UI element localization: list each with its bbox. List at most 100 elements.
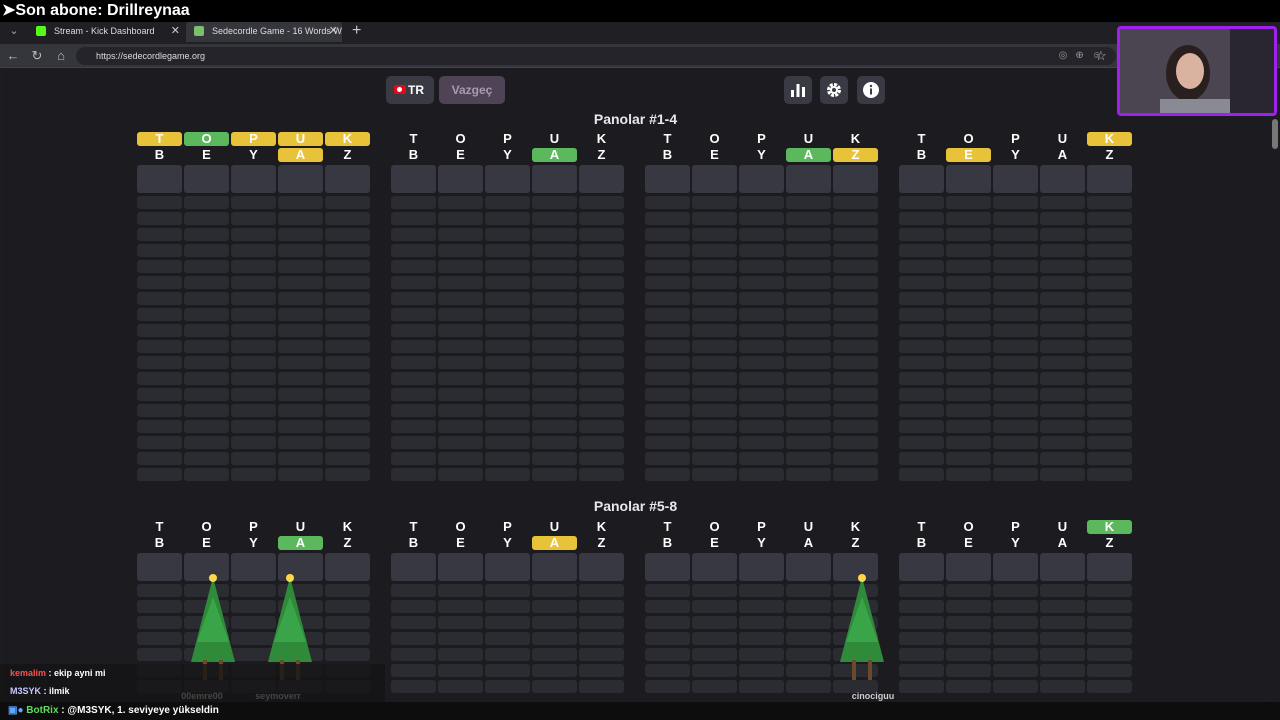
letter-tile: A (532, 148, 577, 162)
empty-row (391, 631, 626, 645)
empty-tile (532, 228, 577, 241)
empty-tile (1087, 436, 1132, 449)
empty-tile (184, 404, 229, 417)
language-button[interactable]: TR (386, 76, 434, 104)
empty-row (391, 259, 626, 273)
empty-row (645, 227, 880, 241)
back-icon[interactable]: ← (6, 48, 20, 63)
empty-tile (739, 196, 784, 209)
empty-row (899, 291, 1134, 305)
empty-tile (485, 404, 530, 417)
home-icon[interactable]: ⌂ (57, 48, 65, 63)
empty-tile (485, 276, 530, 289)
empty-tile (532, 404, 577, 417)
tab-stream-dashboard[interactable]: Stream - Kick Dashboard ✕ (28, 20, 184, 42)
empty-tile (833, 324, 878, 337)
letter-tile: P (1011, 519, 1020, 534)
empty-tile (485, 165, 530, 193)
empty-tile (438, 436, 483, 449)
empty-tile (645, 388, 690, 401)
empty-tile (993, 420, 1038, 433)
empty-row (391, 435, 626, 449)
settings-button[interactable] (820, 76, 848, 104)
empty-tile (1040, 228, 1085, 241)
info-button[interactable] (857, 76, 885, 104)
give-up-button[interactable]: Vazgeç (439, 76, 505, 104)
empty-tile (137, 356, 182, 369)
empty-tile (645, 452, 690, 465)
letter-tile: B (916, 147, 927, 162)
empty-tile (231, 420, 276, 433)
empty-tile (532, 616, 577, 629)
empty-tile (184, 292, 229, 305)
empty-tile (739, 648, 784, 661)
close-tab-icon[interactable]: ✕ (328, 25, 338, 37)
letter-tile: T (155, 519, 164, 534)
empty-tile (692, 228, 737, 241)
empty-tile (278, 228, 323, 241)
letter-tile: E (710, 147, 719, 162)
empty-tile (1087, 388, 1132, 401)
bookmark-star-icon[interactable]: ☆ (1095, 48, 1107, 63)
empty-tile (645, 468, 690, 481)
empty-row (391, 355, 626, 369)
empty-tile (1087, 372, 1132, 385)
empty-tile (1087, 468, 1132, 481)
empty-tile (1040, 600, 1085, 613)
address-bar[interactable]: https://sedecordlegame.org ◎⊕☺ (76, 47, 1116, 65)
empty-tile (1040, 584, 1085, 597)
tab-sedecordle[interactable]: Sedecordle Game - 16 Words Wo ✕ (186, 20, 342, 42)
empty-tile (231, 196, 276, 209)
empty-tile (946, 196, 991, 209)
empty-tile (278, 165, 323, 193)
new-tab-icon[interactable]: + (352, 22, 362, 39)
current-input-row (391, 164, 626, 193)
reload-icon[interactable]: ↻ (31, 48, 43, 63)
empty-tile (993, 244, 1038, 257)
empty-tile (739, 212, 784, 225)
empty-row (899, 339, 1134, 353)
empty-row (391, 339, 626, 353)
empty-row (899, 419, 1134, 433)
tab-search-icon[interactable]: ⌄ (9, 25, 19, 37)
empty-tile (993, 648, 1038, 661)
page-scrollbar[interactable]: ▲ ▼ (1270, 69, 1280, 720)
empty-tile (692, 452, 737, 465)
empty-tile (579, 436, 624, 449)
empty-tile (993, 584, 1038, 597)
letter-tile: U (549, 131, 560, 146)
empty-tile (391, 468, 436, 481)
scroll-thumb[interactable] (1272, 119, 1278, 149)
empty-tile (946, 436, 991, 449)
empty-tile (485, 356, 530, 369)
letter-tile: K (1087, 520, 1132, 534)
stats-button[interactable] (784, 76, 812, 104)
current-input-row (645, 552, 880, 581)
empty-row (137, 435, 372, 449)
empty-tile (438, 212, 483, 225)
empty-tile (739, 616, 784, 629)
empty-tile (786, 212, 831, 225)
empty-tile (645, 553, 690, 581)
empty-tile (946, 664, 991, 677)
empty-tile (579, 452, 624, 465)
empty-row (899, 583, 1134, 597)
letter-tile: A (1057, 147, 1068, 162)
empty-tile (438, 372, 483, 385)
empty-tile (278, 372, 323, 385)
empty-tile (391, 632, 436, 645)
letter-tile: K (850, 131, 861, 146)
letter-tile: E (456, 147, 465, 162)
empty-tile (278, 404, 323, 417)
empty-tile (645, 260, 690, 273)
letter-tile: E (202, 535, 211, 550)
empty-tile (1040, 452, 1085, 465)
empty-tile (993, 165, 1038, 193)
close-tab-icon[interactable]: ✕ (170, 25, 180, 37)
empty-tile (278, 196, 323, 209)
empty-tile (645, 165, 690, 193)
empty-tile (137, 212, 182, 225)
empty-tile (786, 244, 831, 257)
